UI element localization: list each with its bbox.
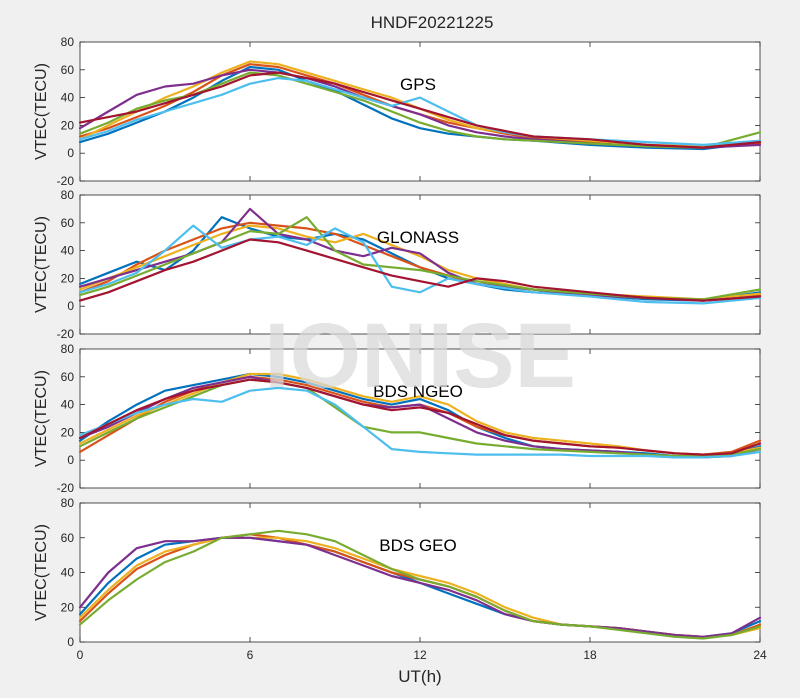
y-tick-label: 40 [61,244,75,258]
y-axis-label: VTEC(TECU) [33,370,50,467]
x-tick-label: 0 [77,648,84,662]
y-tick-label: 40 [61,91,75,105]
series-line-4 [78,378,762,458]
y-axis-label: VTEC(TECU) [33,524,50,621]
x-tick-label: 24 [753,648,767,662]
series-line-0 [78,372,762,458]
y-tick-label: 60 [61,370,75,384]
y-tick-label: 20 [61,118,75,132]
y-tick-label: 0 [67,453,74,467]
series-line-4 [78,216,762,301]
y-tick-label: 20 [61,425,75,439]
x-tick-label: 12 [413,648,427,662]
y-tick-label: 60 [61,63,75,77]
panel-0: 80 60 40 20 0 -20 VTEC(TECU) GPS [33,35,762,188]
y-axis-label: VTEC(TECU) [33,216,50,313]
series-line-6 [78,71,762,149]
watermark-text: IONISE [264,305,576,407]
series-line-5 [78,386,762,459]
panel-1: 80 60 40 20 0 -20 VTEC(TECU) GLONASS [33,188,762,341]
series-line-6 [78,238,762,302]
series-line-6 [78,378,762,456]
panel-label: BDS NGEO [373,382,463,401]
y-tick-label: 0 [67,299,74,313]
y-tick-label: 20 [61,271,75,285]
y-tick-label: -20 [57,481,75,495]
panel-label: GLONASS [377,228,459,247]
y-tick-label: 60 [61,531,75,545]
y-tick-label: -20 [57,174,75,188]
plot-area [79,41,761,182]
x-axis-label: UT(h) [398,667,441,686]
y-tick-label: 20 [61,600,75,614]
panel-label: GPS [400,75,436,94]
series-line-5 [78,224,762,305]
series-line-3 [78,536,762,638]
plot-area [79,194,761,335]
y-tick-label: -20 [57,327,75,341]
x-tick-label: 18 [583,648,597,662]
y-tick-label: 80 [61,35,75,49]
panel-2: 80 60 40 20 0 -20 VTEC(TECU) BDS NGEO [33,342,762,495]
panel-label: BDS GEO [379,536,456,555]
figure-title: HNDF20221225 [371,13,494,32]
y-tick-label: 80 [61,188,75,202]
y-tick-label: 60 [61,216,75,230]
y-axis-label: VTEC(TECU) [33,63,50,160]
plot-area [79,502,761,643]
y-tick-label: 0 [67,635,74,649]
series-line-4 [78,71,762,149]
y-tick-label: 80 [61,496,75,510]
y-tick-label: 0 [67,146,74,160]
y-tick-label: 40 [61,398,75,412]
panel-3: 80 60 40 20 00 6 12 18 24 UT(h) VTEC(TECU) BDS GEO [33,496,767,686]
x-tick-label: 6 [247,648,254,662]
series-line-4 [78,529,762,640]
plot-area [79,348,761,489]
y-tick-label: 40 [61,566,75,580]
y-tick-label: 80 [61,342,75,356]
